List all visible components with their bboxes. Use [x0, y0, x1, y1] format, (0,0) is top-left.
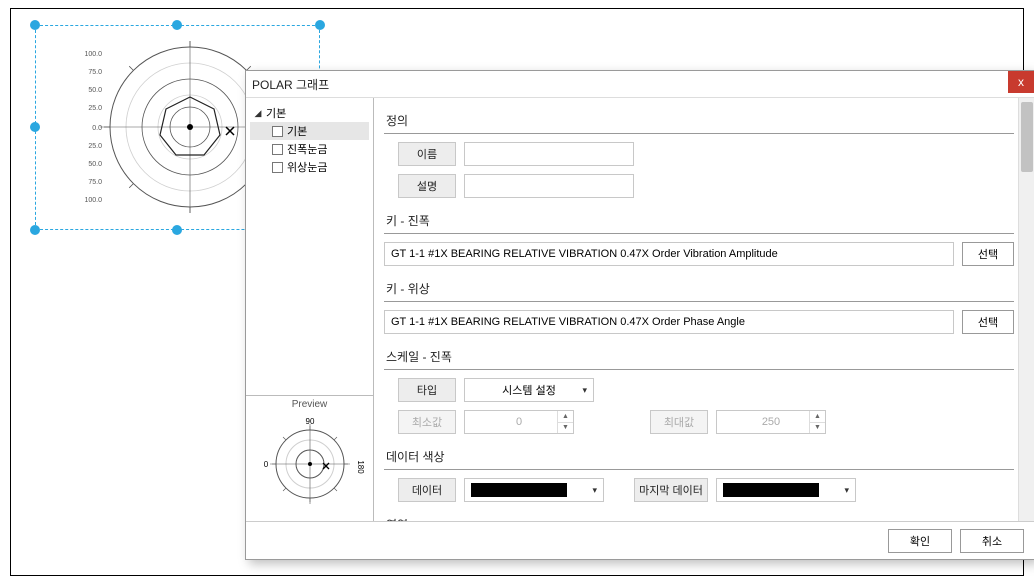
dialog-content: 정의 이름 설명 키 - 진폭 선택 키 - 위상 [374, 98, 1034, 521]
last-data-color-select[interactable]: ▾ [716, 478, 856, 502]
last-data-color-label: 마지막 데이터 [634, 478, 708, 502]
tick-label: 25.0 [88, 143, 102, 150]
resize-handle[interactable] [30, 225, 40, 235]
tree-item-basic[interactable]: 기본 [250, 122, 369, 140]
section-region: 영역 [384, 510, 1014, 521]
dialog-title-bar[interactable]: POLAR 그래프 x [246, 71, 1034, 97]
type-value: 시스템 설정 [502, 382, 556, 398]
desc-label: 설명 [398, 174, 456, 198]
data-color-select[interactable]: ▾ [464, 478, 604, 502]
color-swatch [471, 483, 567, 497]
chevron-down-icon: ▾ [582, 385, 587, 396]
tree-item-label: 기본 [287, 123, 307, 139]
color-swatch [723, 483, 819, 497]
name-label: 이름 [398, 142, 456, 166]
preview-panel: Preview [246, 395, 373, 521]
key-amplitude-input[interactable] [384, 242, 954, 266]
checkbox-icon [272, 162, 283, 173]
min-stepper[interactable]: 0 ▲▼ [464, 410, 574, 434]
dialog-title: POLAR 그래프 [252, 76, 329, 93]
dialog-sidebar: ◢ 기본 기본 진폭눈금 위상눈금 Preview [246, 98, 374, 521]
tick-label: 0.0 [92, 125, 102, 132]
tree-item-amplitude-scale[interactable]: 진폭눈금 [250, 140, 369, 158]
tree-root-label: 기본 [266, 105, 286, 121]
section-key-phase: 키 - 위상 [384, 274, 1014, 302]
tick-label: 75.0 [88, 179, 102, 186]
desc-input[interactable] [464, 174, 634, 198]
tree-item-phase-scale[interactable]: 위상눈금 [250, 158, 369, 176]
ok-button[interactable]: 확인 [888, 529, 952, 553]
tick-label: 100.0 [84, 51, 102, 58]
tree-item-label: 진폭눈금 [287, 141, 327, 157]
svg-text:180: 180 [356, 460, 365, 474]
svg-text:0: 0 [263, 460, 268, 469]
scrollbar[interactable] [1018, 98, 1034, 521]
preview-polar: 90 180 270 0 [255, 412, 365, 512]
section-data-color: 데이터 색상 [384, 442, 1014, 470]
tick-label: 100.0 [84, 197, 102, 204]
tree-item-label: 위상눈금 [287, 159, 327, 175]
resize-handle[interactable] [30, 20, 40, 30]
resize-handle[interactable] [315, 20, 325, 30]
dialog-footer: 확인 취소 [246, 521, 1034, 559]
name-input[interactable] [464, 142, 634, 166]
svg-text:270: 270 [302, 510, 316, 512]
section-key-amplitude: 키 - 진폭 [384, 206, 1014, 234]
tick-label: 50.0 [88, 87, 102, 94]
max-stepper[interactable]: 250 ▲▼ [716, 410, 826, 434]
svg-text:90: 90 [305, 417, 314, 426]
type-label: 타입 [398, 378, 456, 402]
key-phase-input[interactable] [384, 310, 954, 334]
expand-icon: ◢ [254, 108, 262, 119]
resize-handle[interactable] [172, 20, 182, 30]
tick-label: 50.0 [88, 161, 102, 168]
key-amplitude-select-button[interactable]: 선택 [962, 242, 1014, 266]
resize-handle[interactable] [30, 122, 40, 132]
close-button[interactable]: x [1008, 71, 1034, 93]
tick-label: 75.0 [88, 69, 102, 76]
tree-root[interactable]: ◢ 기본 [250, 104, 369, 122]
max-label: 최대값 [650, 410, 708, 434]
checkbox-icon [272, 144, 283, 155]
checkbox-icon [272, 126, 283, 137]
type-select[interactable]: 시스템 설정 ▾ [464, 378, 594, 402]
options-tree: ◢ 기본 기본 진폭눈금 위상눈금 [246, 98, 373, 395]
tick-label: 25.0 [88, 105, 102, 112]
cancel-button[interactable]: 취소 [960, 529, 1024, 553]
key-phase-select-button[interactable]: 선택 [962, 310, 1014, 334]
section-definition: 정의 [384, 106, 1014, 134]
chevron-down-icon: ▾ [592, 485, 597, 496]
polar-settings-dialog: POLAR 그래프 x ◢ 기본 기본 진폭눈금 위상눈금 [245, 70, 1034, 560]
min-label: 최소값 [398, 410, 456, 434]
section-scale-amplitude: 스케일 - 진폭 [384, 342, 1014, 370]
scrollbar-thumb[interactable] [1021, 102, 1033, 172]
data-color-label: 데이터 [398, 478, 456, 502]
resize-handle[interactable] [172, 225, 182, 235]
max-value: 250 [762, 416, 780, 428]
chevron-down-icon: ▾ [844, 485, 849, 496]
min-value: 0 [516, 416, 522, 428]
preview-label: Preview [292, 399, 328, 410]
